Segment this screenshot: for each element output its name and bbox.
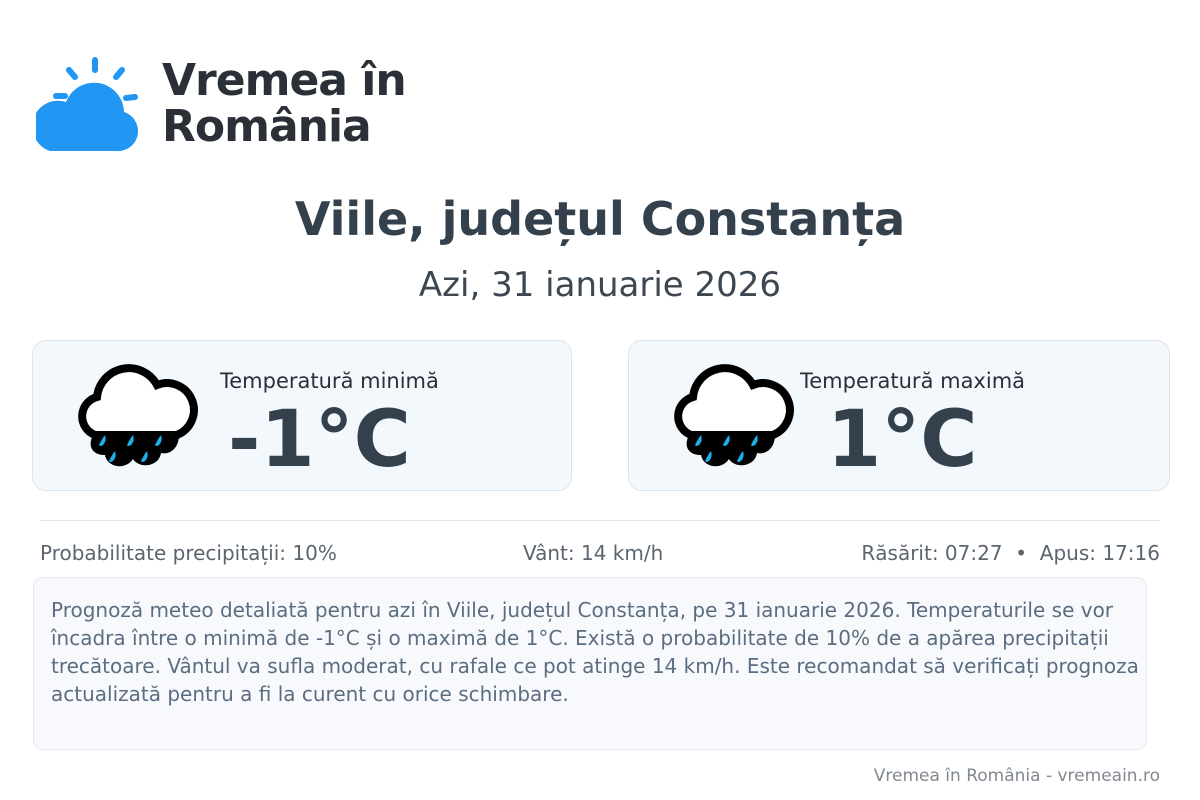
min-temp-label: Temperatură minimă <box>220 369 439 393</box>
rain-cloud-icon <box>78 364 198 467</box>
rain-cloud-icon <box>674 364 794 467</box>
sun-cloud-icon <box>36 57 139 151</box>
max-temp-value: 1°C <box>827 395 978 485</box>
wind-stat: Vânt: 14 km/h <box>523 541 664 565</box>
forecast-description: Prognoză meteo detaliată pentru azi în V… <box>33 577 1147 750</box>
divider <box>40 520 1160 521</box>
sun-stat: Răsărit: 07:27 • Apus: 17:16 <box>861 541 1160 565</box>
footer: Vremea în România - vremeain.ro <box>873 766 1160 786</box>
max-temp-label: Temperatură maximă <box>800 369 1026 393</box>
min-temp-value: -1°C <box>228 395 411 485</box>
max-temp-card: Temperatură maximă 1°C <box>628 340 1170 491</box>
logo: Vremea în România <box>36 55 407 152</box>
min-temp-card: Temperatură minimă -1°C <box>32 340 572 491</box>
brand-name-2: România <box>162 101 372 152</box>
page-title: Viile, județul Constanța <box>294 192 906 246</box>
date-subtitle: Azi, 31 ianuarie 2026 <box>418 265 782 305</box>
precip-stat: Probabilitate precipitații: 10% <box>40 541 337 565</box>
brand-name: Vremea în <box>162 55 407 106</box>
